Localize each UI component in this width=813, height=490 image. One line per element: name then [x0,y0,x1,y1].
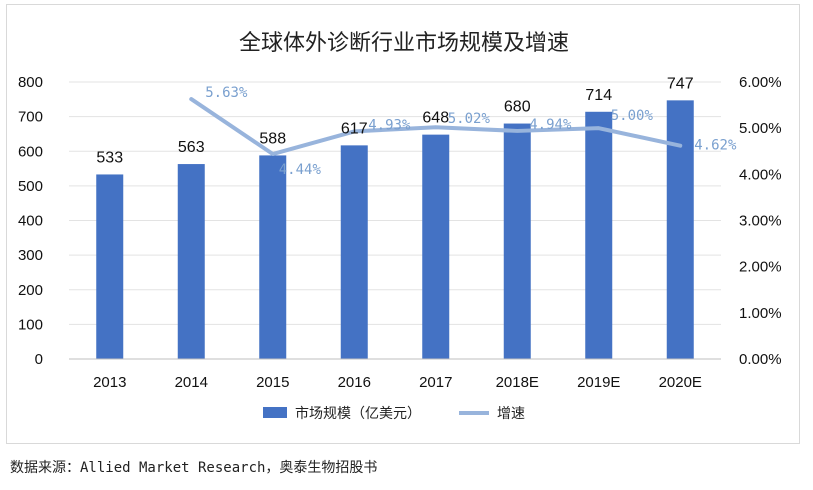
y-left-tick-label: 800 [18,74,43,91]
rate-data-label: 5.02% [448,111,491,127]
y-right-tick-label: 3.00% [739,213,782,230]
x-tick-label: 2018E [496,374,539,391]
bar [422,134,450,359]
y-right-tick-label: 0.00% [739,351,782,368]
y-left-tick-label: 200 [18,282,43,299]
x-tick-label: 2014 [175,374,208,391]
y-right-tick-label: 4.00% [739,166,782,183]
bar [96,174,124,359]
x-tick-label: 2013 [93,374,126,391]
bar [666,100,694,359]
rate-data-label: 4.62% [694,138,737,154]
y-left-tick-label: 500 [18,178,43,195]
y-left-tick-label: 100 [18,316,43,333]
legend: 市场规模（亿美元） 增速 [263,405,525,422]
grid-layer [69,81,721,325]
bar-data-label: 680 [504,99,531,116]
growth-line [189,97,683,157]
x-tick-label: 2020E [659,374,702,391]
y-right-tick-label: 6.00% [739,74,782,91]
bar-data-label: 617 [341,120,368,137]
y-left-tick-label: 700 [18,109,43,126]
y-left-tick-label: 600 [18,143,43,160]
x-tick-label: 2015 [256,374,289,391]
bar-data-label: 714 [585,87,612,104]
rate-data-label: 5.00% [611,108,654,124]
chart-title: 全球体外诊断行业市场规模及增速 [239,31,569,56]
y-right-tick-label: 1.00% [739,305,782,322]
x-tick-label: 2017 [419,374,452,391]
rate-data-label: 4.94% [529,117,572,133]
y-left-tick-label: 0 [35,351,43,368]
bars-layer [96,100,694,359]
source-note: 数据来源：Allied Market Research，奥泰生物招股书 [10,460,378,476]
y-right-tick-label: 2.00% [739,259,782,276]
rate-data-label: 4.44% [279,162,322,178]
chart: 全球体外诊断行业市场规模及增速 533 563 588 617 648 680 714 747… [18,31,782,422]
x-tick-label: 2019E [577,374,620,391]
chart-frame: 全球体外诊断行业市场规模及增速 533 563 588 617 648 680 714 747… [6,4,800,444]
line-layer [189,97,683,157]
bar-data-label: 588 [259,130,286,147]
bar [503,123,531,359]
axes-layer: 0 100 200 300 400 500 600 700 800 0.00% 1.00% 2.00%… [18,74,782,391]
legend-line-label: 增速 [497,406,525,422]
legend-bar-label: 市场规模（亿美元） [295,405,421,422]
y-left-tick-label: 300 [18,247,43,264]
y-left-tick-label: 400 [18,213,43,230]
bar-data-label: 563 [178,139,205,156]
y-right-tick-label: 5.00% [739,120,782,137]
bar-data-label: 648 [422,110,449,127]
rate-data-label: 4.93% [368,117,411,133]
bar-data-label: 747 [667,75,694,92]
bar [340,145,368,359]
labels-layer: 533 563 588 617 648 680 714 747 5.63% 4.44% 4.93% 5… [96,75,737,178]
bar [177,164,205,359]
x-tick-label: 2016 [338,374,371,391]
bar [259,155,287,359]
rate-data-label: 5.63% [205,85,248,101]
legend-bar-swatch [263,407,287,418]
bar [585,111,613,359]
bar-data-label: 533 [96,149,123,166]
